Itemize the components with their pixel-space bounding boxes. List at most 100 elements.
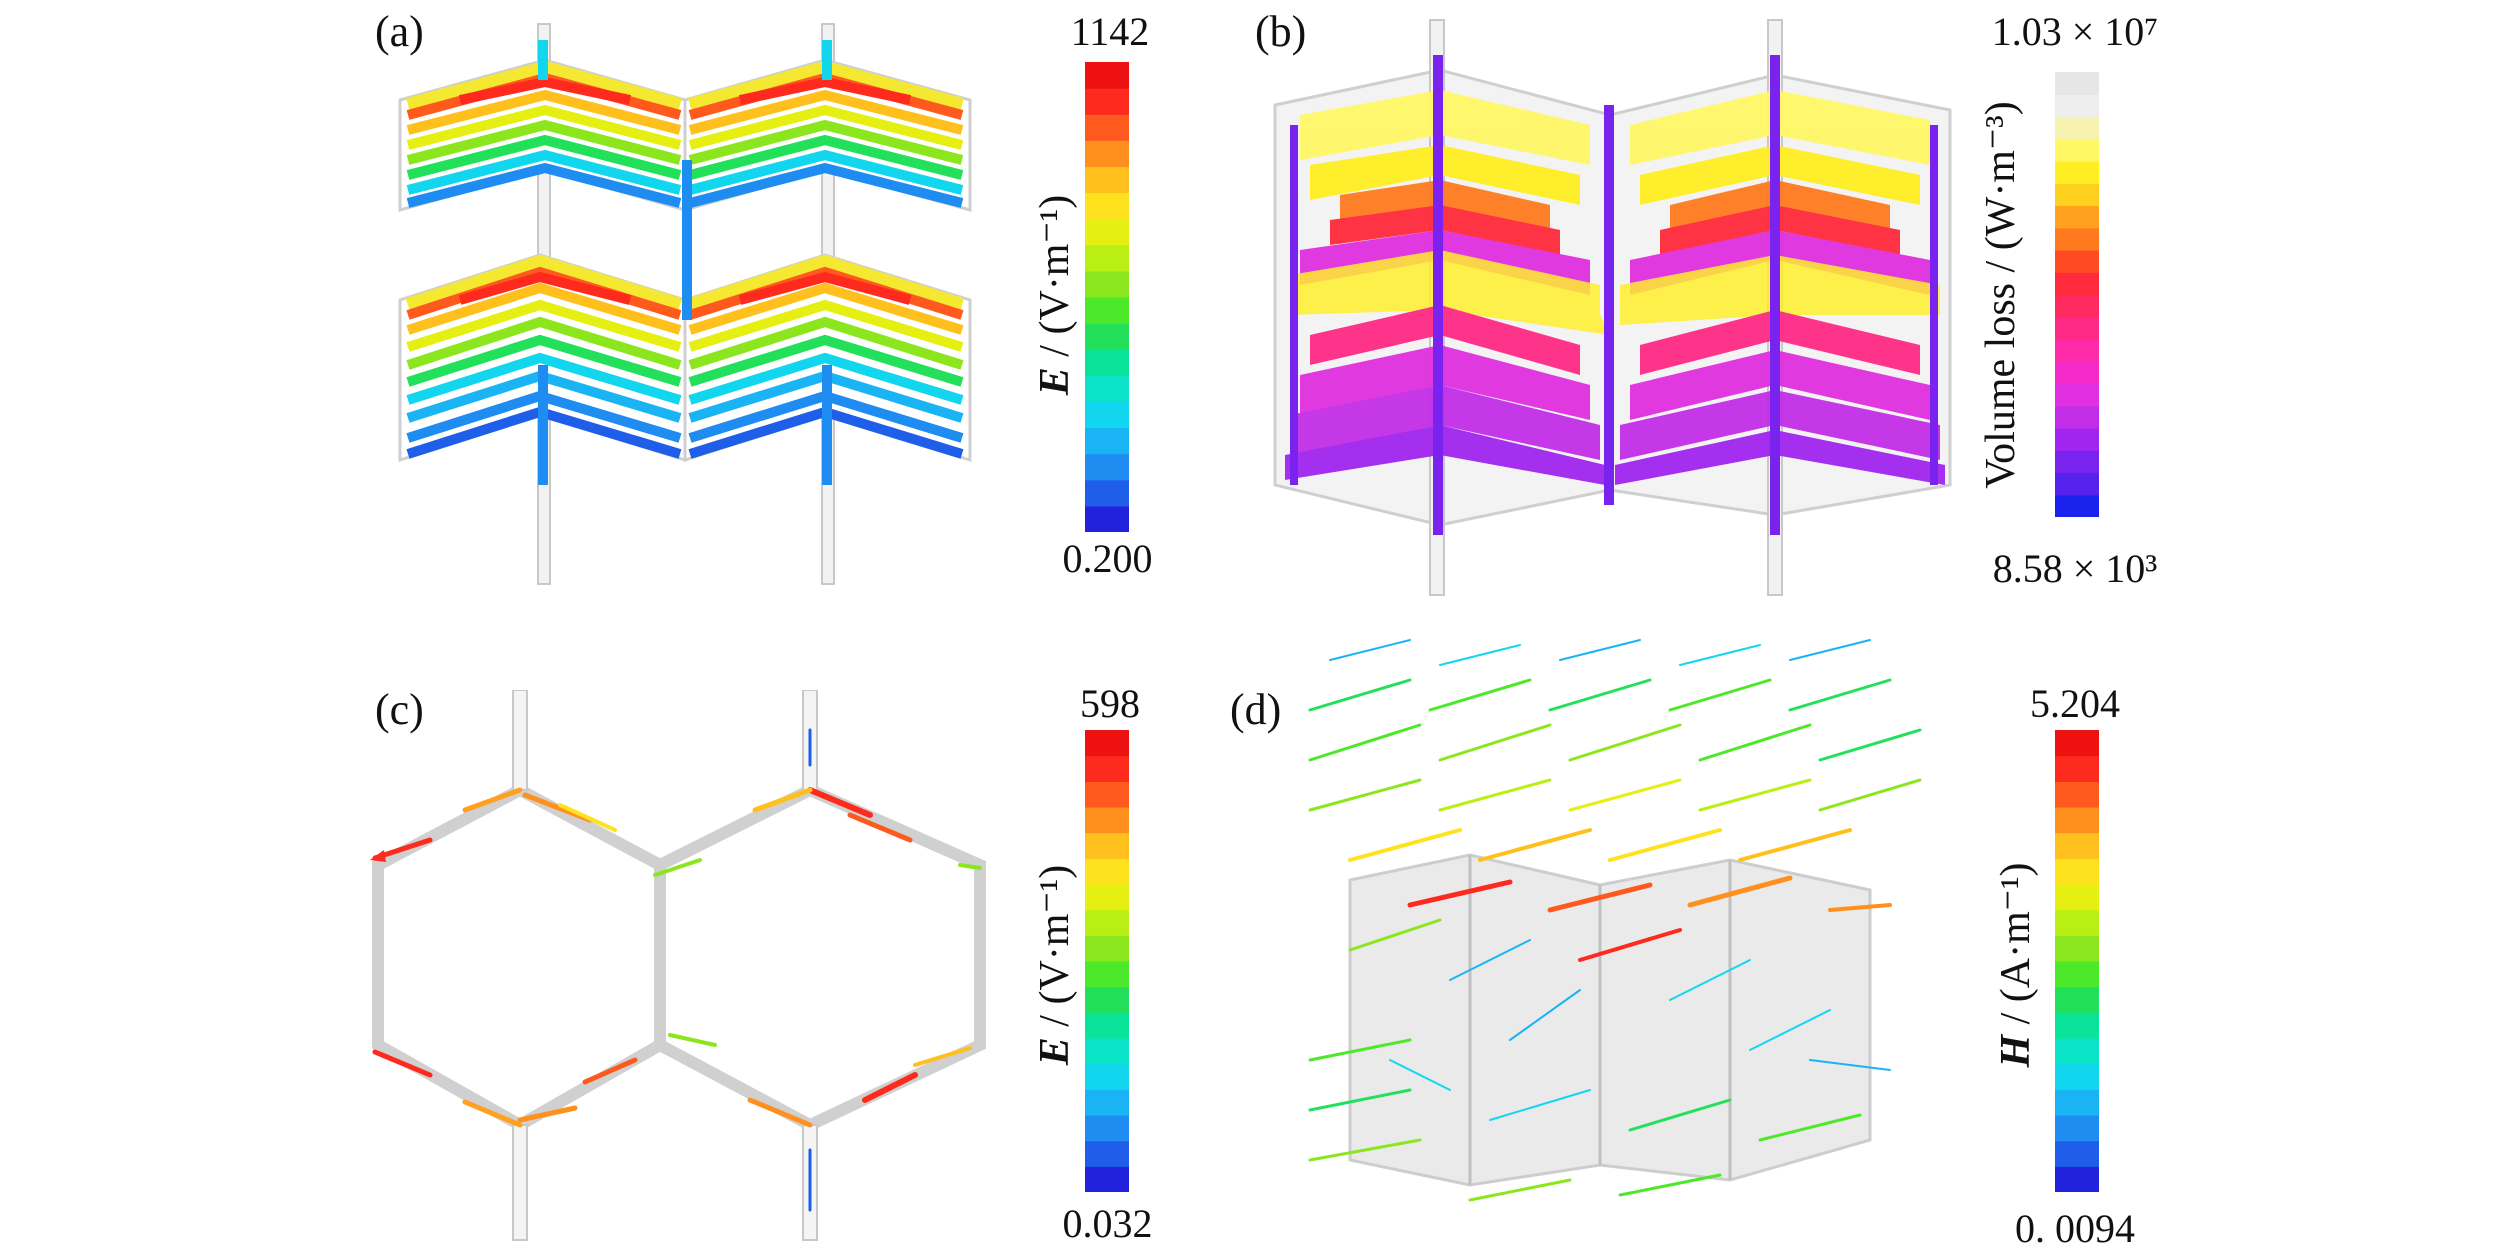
colorbar-swatch (2055, 361, 2099, 385)
colorbar-c-unit: / (V·m⁻¹) (1032, 864, 1078, 1038)
panel-d-label: (d) (1230, 685, 1282, 734)
colorbar-swatch (2055, 161, 2099, 184)
colorbar-d (2055, 730, 2099, 1192)
colorbar-swatch (1085, 1063, 1129, 1090)
colorbar-swatch (1085, 427, 1129, 455)
colorbar-a-quantity: E (1032, 367, 1078, 396)
colorbar-c-max: 598 (1080, 681, 1140, 726)
colorbar-swatch (1085, 114, 1129, 141)
colorbar-swatch (2055, 138, 2099, 162)
colorbar-swatch (1085, 401, 1129, 429)
colorbar-b (2055, 72, 2099, 517)
panel-c-label: (c) (375, 685, 424, 734)
colorbar-swatch (1085, 375, 1129, 403)
colorbar-swatch (2055, 1089, 2099, 1116)
colorbar-swatch (2055, 1063, 2099, 1090)
colorbar-swatch (2055, 250, 2099, 273)
colorbar-swatch (1085, 244, 1129, 272)
colorbar-b-title: Volume loss / (W·m⁻³) (1975, 95, 2025, 495)
colorbar-swatch (1085, 218, 1129, 246)
colorbar-swatch (2055, 116, 2099, 140)
colorbar-swatch (1085, 858, 1129, 885)
colorbar-swatch (2055, 807, 2099, 834)
colorbar-swatch (1085, 297, 1129, 324)
colorbar-swatch (2055, 832, 2099, 859)
colorbar-swatch (1085, 961, 1129, 988)
colorbar-swatch (1085, 1166, 1129, 1192)
colorbar-d-title: H / (A·m⁻¹) (1990, 805, 2040, 1125)
colorbar-swatch (1085, 986, 1129, 1013)
colorbar-swatch (1085, 140, 1129, 168)
colorbar-swatch (2055, 909, 2099, 936)
colorbar-swatch (2055, 450, 2099, 474)
colorbar-swatch (2055, 961, 2099, 988)
colorbar-a-max: 1142 (1070, 9, 1150, 54)
colorbar-d-max: 5.204 (2030, 681, 2120, 726)
colorbar-swatch (2055, 294, 2099, 318)
colorbar-swatch (1085, 1089, 1129, 1116)
colorbar-swatch (2055, 884, 2099, 911)
colorbar-swatch (1085, 323, 1129, 350)
colorbar-a (1085, 62, 1129, 532)
colorbar-swatch (1085, 884, 1129, 911)
colorbar-swatch (2055, 1166, 2099, 1192)
colorbar-swatch (2055, 755, 2099, 782)
colorbar-b-max: 1.03 × 10⁷ (1991, 9, 2159, 54)
colorbar-swatch (2055, 935, 2099, 962)
colorbar-swatch (1085, 62, 1129, 89)
colorbar-swatch (2055, 428, 2099, 451)
colorbar-swatch (2055, 1115, 2099, 1142)
colorbar-swatch (1085, 479, 1129, 507)
colorbar-swatch (1085, 1140, 1129, 1167)
colorbar-swatch (1085, 1115, 1129, 1142)
colorbar-c-title: E / (V·m⁻¹) (1029, 805, 1079, 1125)
colorbar-swatch (2055, 1140, 2099, 1167)
panel-a-label: (a) (375, 7, 424, 56)
colorbar-swatch (1085, 730, 1129, 757)
colorbar-d-unit: / (A·m⁻¹) (1993, 862, 2039, 1035)
colorbar-swatch (1085, 453, 1129, 481)
panel-b-label: (b) (1255, 7, 1307, 56)
colorbar-swatch (2055, 1038, 2099, 1065)
colorbar-swatch (2055, 227, 2099, 251)
colorbar-swatch (2055, 472, 2099, 496)
colorbar-swatch (1085, 755, 1129, 782)
colorbar-swatch (1085, 781, 1129, 808)
colorbar-c-min: 0.032 (1062, 1201, 1153, 1246)
colorbar-swatch (1085, 88, 1129, 115)
colorbar-swatch (1085, 909, 1129, 936)
colorbar-swatch (2055, 781, 2099, 808)
colorbar-swatch (1085, 1012, 1129, 1039)
panel-a-e-field-contour (398, 23, 972, 585)
colorbar-swatch (1085, 807, 1129, 834)
colorbar-swatch (1085, 1038, 1129, 1065)
colorbar-swatch (1085, 270, 1129, 298)
colorbar-c-quantity: E (1032, 1037, 1078, 1066)
colorbar-swatch (2055, 383, 2099, 407)
colorbar-swatch (2055, 183, 2099, 207)
colorbar-swatch (2055, 316, 2099, 340)
colorbar-swatch (1085, 832, 1129, 859)
colorbar-swatch (2055, 986, 2099, 1013)
colorbar-a-unit: / (V·m⁻¹) (1032, 194, 1078, 368)
panel-d-h-field-arrows (1308, 639, 1922, 1202)
colorbar-swatch (1085, 505, 1129, 532)
colorbar-d-min: 0. 0094 (2015, 1206, 2135, 1251)
colorbar-swatch (2055, 272, 2099, 296)
colorbar-b-min: 8.58 × 10³ (1992, 546, 2158, 591)
colorbar-swatch (2055, 494, 2099, 517)
panel-b-volume-loss-contour (1273, 19, 1952, 596)
colorbar-c (1085, 730, 1129, 1192)
colorbar-swatch (1085, 166, 1129, 194)
colorbar-swatch (2055, 858, 2099, 885)
colorbar-a-title: E / (V·m⁻¹) (1029, 135, 1079, 455)
colorbar-swatch (1085, 192, 1129, 220)
colorbar-swatch (2055, 94, 2099, 118)
colorbar-swatch (2055, 1012, 2099, 1039)
colorbar-swatch (2055, 205, 2099, 229)
colorbar-d-quantity: H (1993, 1034, 2039, 1068)
colorbar-swatch (2055, 339, 2099, 362)
colorbar-swatch (1085, 349, 1129, 376)
colorbar-swatch (2055, 730, 2099, 757)
